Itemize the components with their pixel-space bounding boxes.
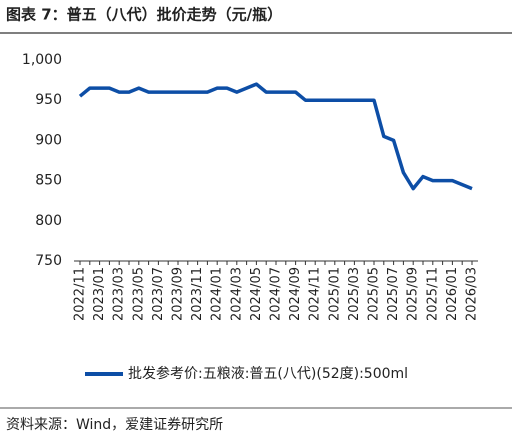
- y-tick-label: 850: [35, 173, 62, 189]
- x-tick-label: 2025/11: [425, 267, 440, 321]
- x-tick-label: 2023/09: [171, 267, 186, 321]
- x-tick-label: 2024/09: [288, 267, 303, 321]
- x-tick-label: 2023/05: [131, 267, 146, 321]
- x-tick-label: 2025/03: [347, 267, 362, 321]
- x-tick-label: 2024/01: [210, 267, 225, 321]
- legend-label: 批发参考价:五粮液:普五(八代)(52度):500ml: [128, 365, 408, 382]
- x-tick-label: 2026/03: [465, 267, 480, 321]
- x-tick-label: 2023/11: [190, 267, 205, 321]
- x-tick-label: 2025/05: [367, 267, 382, 321]
- y-tick-label: 950: [35, 92, 62, 108]
- x-tick-label: 2025/09: [406, 267, 421, 321]
- y-tick-label: 900: [35, 132, 62, 148]
- x-tick-label: 2024/03: [229, 267, 244, 321]
- x-tick-label: 2024/07: [269, 267, 284, 321]
- y-tick-label: 800: [35, 213, 62, 229]
- x-tick-label: 2025/07: [386, 267, 401, 321]
- y-tick-label: 750: [35, 253, 62, 269]
- source: 资料来源：Wind，爱建证券研究所: [6, 417, 223, 433]
- chart-title: 图表 7：普五（八代）批价走势（元/瓶）: [6, 6, 282, 24]
- x-tick-label: 2024/05: [249, 267, 264, 321]
- x-tick-label: 2026/01: [445, 267, 460, 321]
- x-tick-label: 2024/11: [308, 267, 323, 321]
- x-tick-label: 2023/01: [92, 267, 107, 321]
- y-tick-label: 1,000: [22, 52, 62, 68]
- x-tick-label: 2023/03: [112, 267, 127, 321]
- x-tick-label: 2025/01: [327, 267, 342, 321]
- x-tick-label: 2023/07: [151, 267, 166, 321]
- line-series: [78, 82, 473, 191]
- x-tick-label: 2022/11: [73, 267, 88, 321]
